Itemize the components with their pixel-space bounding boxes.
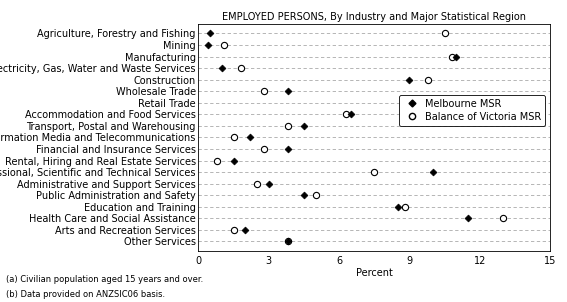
Text: (b) Data provided on ANZSIC06 basis.: (b) Data provided on ANZSIC06 basis. (6, 290, 165, 299)
X-axis label: Percent: Percent (356, 268, 393, 278)
Text: (a) Civilian population aged 15 years and over.: (a) Civilian population aged 15 years an… (6, 275, 203, 284)
Text: EMPLOYED PERSONS, By Industry and Major Statistical Region: EMPLOYED PERSONS, By Industry and Major … (222, 12, 526, 22)
Legend: Melbourne MSR, Balance of Victoria MSR: Melbourne MSR, Balance of Victoria MSR (399, 95, 545, 126)
